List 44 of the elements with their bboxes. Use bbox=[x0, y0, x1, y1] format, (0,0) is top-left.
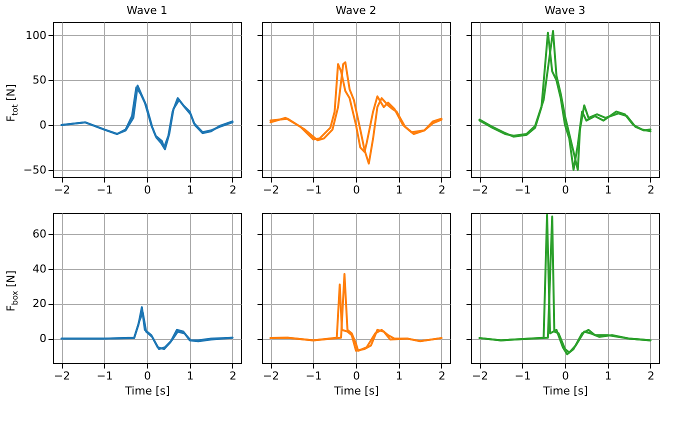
x-tick-label: −2 bbox=[472, 370, 488, 382]
x-tick-label: 1 bbox=[186, 184, 194, 196]
x-tick-label: 1 bbox=[396, 370, 403, 382]
x-tick-label: 2 bbox=[229, 370, 236, 382]
y-tick-label: 0 bbox=[40, 332, 46, 346]
x-tick-label: 1 bbox=[396, 184, 403, 196]
x-tick-label: −1 bbox=[514, 184, 531, 196]
y-tick-label: 20 bbox=[32, 297, 46, 310]
x-tick-label: 2 bbox=[438, 370, 446, 382]
x-tick-label: 0 bbox=[144, 184, 151, 196]
x-tick-label: 1 bbox=[186, 370, 194, 382]
x-axis-title: Time [s] bbox=[542, 384, 588, 398]
y-tick-label: 100 bbox=[26, 28, 46, 42]
y-tick-label: 40 bbox=[32, 262, 46, 276]
chart-title: Wave 2 bbox=[336, 4, 376, 17]
x-tick-label: 0 bbox=[562, 184, 569, 196]
x-tick-label: 0 bbox=[353, 370, 360, 382]
x-tick-label: 2 bbox=[438, 184, 446, 196]
x-tick-label: −2 bbox=[472, 184, 488, 196]
x-tick-label: 0 bbox=[353, 184, 360, 196]
chart-title: Wave 3 bbox=[544, 4, 586, 17]
x-tick-label: 2 bbox=[229, 184, 236, 196]
y-tick-label: 50 bbox=[32, 74, 46, 87]
x-tick-label: 0 bbox=[144, 370, 151, 382]
chart-title: Wave 1 bbox=[126, 4, 168, 17]
x-tick-label: −2 bbox=[54, 184, 70, 196]
x-tick-label: 2 bbox=[647, 370, 654, 382]
x-axis-title: Time [s] bbox=[124, 384, 170, 398]
x-tick-label: 2 bbox=[647, 184, 654, 196]
x-tick-label: −2 bbox=[54, 370, 70, 382]
y-tick-label: −50 bbox=[23, 163, 46, 176]
x-tick-label: −1 bbox=[306, 184, 322, 196]
x-tick-label: −2 bbox=[262, 370, 280, 382]
x-tick-label: −1 bbox=[306, 370, 322, 382]
y-tick-label: 0 bbox=[40, 118, 46, 132]
x-axis-title: Time [s] bbox=[333, 384, 379, 398]
x-tick-label: 1 bbox=[604, 184, 612, 196]
x-tick-label: −1 bbox=[514, 370, 531, 382]
x-tick-label: 0 bbox=[562, 370, 569, 382]
x-tick-label: −1 bbox=[96, 370, 113, 382]
x-tick-label: 1 bbox=[604, 370, 612, 382]
y-tick-label: 60 bbox=[32, 227, 46, 240]
x-tick-label: −2 bbox=[262, 184, 280, 196]
x-tick-label: −1 bbox=[96, 184, 113, 196]
